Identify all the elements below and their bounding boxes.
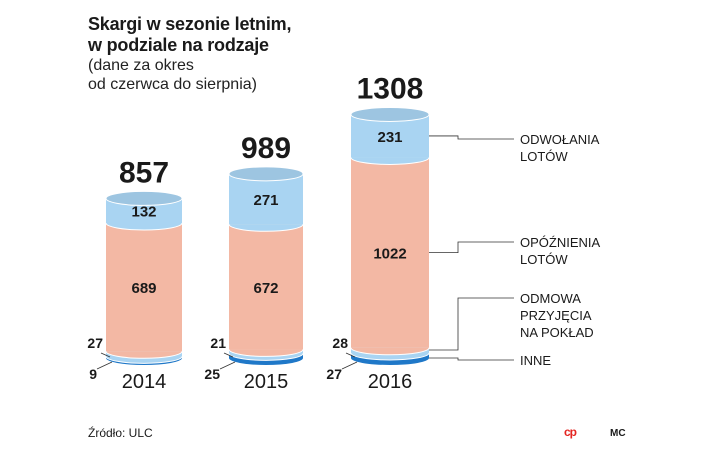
bar-2015-segment-3-curve xyxy=(229,224,303,232)
bar-2015-total-label: 989 xyxy=(241,132,291,165)
bar-2016-separator-2 xyxy=(350,157,430,165)
bar-2016-total-label: 1308 xyxy=(357,72,424,105)
bar-2014-odmowa-leader xyxy=(100,352,111,358)
bar-2016-inne-value-label: 27 xyxy=(326,366,342,382)
legend-3-line-0: INNE xyxy=(520,353,551,368)
chart-subtitle-line-2: od czerwca do sierpnia) xyxy=(88,76,257,93)
bar-2015-segment-2-curve xyxy=(229,349,303,357)
bar-2016-odmowa-leader xyxy=(345,352,356,358)
bar-2015-inne-value-label: 25 xyxy=(204,366,220,382)
bar-2014-opóźnienia-lotów-segment xyxy=(106,223,182,352)
bar-2016-opoznienia-value-label: 1022 xyxy=(373,246,406,263)
legend-0-line-0: ODWOŁANIA xyxy=(520,132,600,147)
bar-2016-segment-0-curve xyxy=(351,358,429,365)
bar-2014-segment-2-curve xyxy=(106,351,182,359)
legend-1-line-1: LOTÓW xyxy=(520,252,568,267)
bar-2014-separator-0 xyxy=(105,356,183,364)
legend-2-line-1: PRZYJĘCIA xyxy=(520,308,592,323)
bar-2014-opoznienia-value-label: 689 xyxy=(131,280,156,297)
bar-2014-segment-1-curve xyxy=(106,356,182,364)
bar-2015-separator-2 xyxy=(228,224,304,232)
bar-2015-odwolania-value-label: 271 xyxy=(253,192,278,209)
bar-2016-segment-2-curve xyxy=(351,347,429,355)
bar-2014-segment-3-curve xyxy=(106,223,182,231)
bar-2015-separator-0 xyxy=(228,353,304,361)
legend-2-line-2: NA POKŁAD xyxy=(520,325,594,340)
bar-2014-separator-1 xyxy=(105,351,183,359)
source-note: Źródło: ULC xyxy=(88,426,153,440)
legend-2-line-0: ODMOWA xyxy=(520,291,581,306)
bar-2014-separator-2 xyxy=(105,222,183,231)
bar-2014-inne-leader xyxy=(96,361,113,370)
chart-title-line-2: w podziale na rodzaje xyxy=(88,35,269,55)
bar-2016-segment-3-curve xyxy=(351,157,429,165)
bar-2015-odwołania-lotów-segment xyxy=(229,173,303,225)
bar-2016-opóźnienia-lotów-segment xyxy=(351,157,429,348)
chart-title-line-1: Skargi w sezonie letnim, xyxy=(88,14,292,34)
bar-2014-inne-value-label: 9 xyxy=(89,366,97,382)
bar-2014-total-label: 857 xyxy=(119,156,169,189)
bar-2016-separator-1 xyxy=(350,347,430,356)
bar-2016-inne-leader xyxy=(341,361,358,370)
bar-2015-odmowa-value-label: 21 xyxy=(210,335,226,351)
legend-0-leader-line xyxy=(429,135,514,140)
bar-2016-separator-0 xyxy=(350,352,430,361)
bar-2015-odmowa-leader xyxy=(223,352,234,358)
chart-title-block: Skargi w sezonie letnim, w podziale na r… xyxy=(88,14,348,94)
bar-2016-odwolania-value-label: 231 xyxy=(377,129,402,146)
bar-2014-top-cap xyxy=(105,190,183,206)
chart-subtitle-line-1: (dane za okres xyxy=(88,57,194,74)
x-tick-label-2015: 2015 xyxy=(244,371,289,393)
legend-0-line-1: LOTÓW xyxy=(520,149,568,164)
x-tick-label-2016: 2016 xyxy=(368,371,413,393)
legend-2-leader-line xyxy=(429,297,514,351)
bar-2016-odmowa-value-label: 28 xyxy=(332,335,348,351)
bar-2015-opoznienia-value-label: 672 xyxy=(253,280,278,297)
legend-3-leader-line xyxy=(429,357,514,361)
publisher-logo: cp xyxy=(564,425,577,439)
bar-2015-top-cap xyxy=(228,166,304,182)
bar-2014-odwolania-value-label: 132 xyxy=(131,204,156,221)
legend-1-leader-line xyxy=(429,241,514,254)
x-tick-label-2014: 2014 xyxy=(122,371,167,393)
bar-2015-opóźnienia-lotów-segment xyxy=(229,224,303,350)
bar-2014-odmowa-value-label: 27 xyxy=(87,335,103,351)
bar-2016-top-cap xyxy=(350,106,430,122)
bar-2016-segment-1-curve xyxy=(351,352,429,360)
author-initials: MC xyxy=(610,428,626,439)
bar-2015-separator-1 xyxy=(228,349,304,357)
legend-1-line-0: OPÓŹNIENIA xyxy=(520,235,601,250)
bar-2015-inne-leader xyxy=(219,361,236,370)
